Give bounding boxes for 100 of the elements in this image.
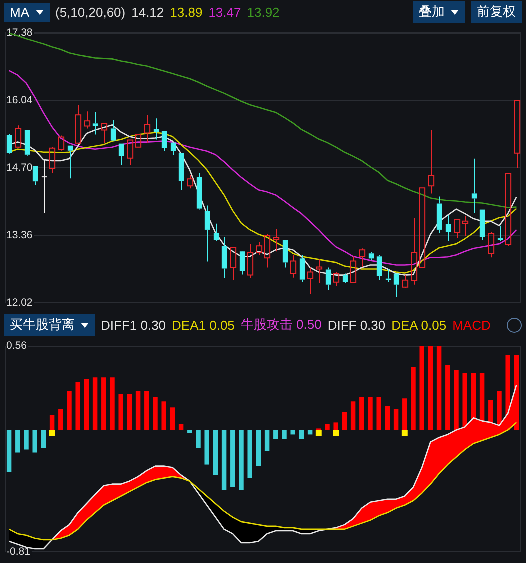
bar: [118, 394, 124, 430]
bar: [368, 397, 373, 430]
bar: [102, 378, 106, 430]
candlestick: [436, 196, 442, 234]
candlestick: [196, 173, 202, 210]
bar: [110, 378, 115, 430]
bar: [41, 430, 46, 448]
candlestick: [41, 160, 48, 214]
bar: [67, 391, 72, 430]
text: DEA 0.05: [392, 318, 447, 332]
candlestick: [300, 254, 306, 283]
candlestick: [154, 118, 160, 140]
candlestick: [462, 216, 469, 237]
bar: [188, 430, 192, 434]
candlestick: [92, 112, 98, 136]
candlestick: [386, 268, 392, 283]
bar: [282, 430, 287, 440]
candlestick: [359, 248, 366, 268]
candlestick: [342, 273, 348, 284]
candlestick: [376, 254, 382, 281]
text: 前复权: [477, 3, 516, 21]
bar: [274, 430, 278, 440]
text: (5,10,20,60): [56, 4, 126, 20]
candlestick: [446, 214, 452, 242]
bar: [248, 430, 252, 478]
bar: [170, 408, 176, 430]
text: DIFF 0.30: [328, 318, 386, 332]
y-tick-label: -0.81: [6, 546, 31, 558]
bar: [178, 424, 184, 430]
bar: [264, 430, 270, 452]
candlestick: [264, 234, 271, 268]
text: 13.89: [170, 4, 203, 20]
bar: [127, 394, 132, 430]
bar: [334, 422, 338, 430]
candlestick: [32, 166, 38, 186]
bar: [58, 409, 64, 430]
candlestick: [101, 123, 108, 144]
bar: [290, 430, 296, 435]
bar: [342, 412, 348, 430]
bar: [360, 397, 364, 430]
candlestick: [368, 252, 374, 262]
candlestick: [290, 254, 297, 278]
candlestick: [230, 247, 237, 281]
y-tick-label: 16.04: [6, 94, 33, 106]
series-label: MACD: [452, 318, 491, 332]
text: DIFF1 0.30: [101, 318, 166, 332]
bar: [136, 391, 141, 430]
bar: [84, 379, 90, 430]
candlestick: [162, 131, 168, 152]
bar: [239, 430, 244, 490]
bar: [204, 430, 210, 465]
text: MA: [10, 4, 30, 20]
bar: [402, 398, 408, 430]
candlestick: [247, 244, 254, 279]
candlestick: [144, 114, 151, 144]
bar: [325, 424, 330, 430]
text: 叠加: [419, 3, 445, 21]
bar: [16, 430, 20, 453]
candlestick: [127, 140, 134, 166]
bar: [92, 378, 98, 430]
bar: [411, 367, 416, 430]
candlestick: [214, 223, 220, 242]
bar: [308, 430, 313, 435]
candlestick: [170, 142, 176, 156]
candlestick: [454, 219, 461, 240]
bar: [222, 430, 227, 490]
bar: [350, 402, 356, 430]
bar: [428, 346, 434, 430]
candlestick: [307, 267, 314, 295]
candlestick: [110, 120, 116, 141]
bar: [76, 382, 80, 430]
bar: [213, 430, 218, 476]
bar: [32, 430, 38, 453]
candlestick: [68, 146, 74, 180]
bar: [299, 430, 304, 440]
text: 13.47: [208, 4, 242, 20]
bar: [385, 406, 390, 430]
candlestick: [240, 252, 246, 276]
candlestick: [514, 100, 521, 168]
y-tick-label: 14.70: [6, 162, 33, 174]
candlestick: [204, 205, 210, 262]
bar: [144, 391, 150, 430]
candlestick: [6, 134, 12, 154]
text: 买牛股背离: [10, 316, 75, 334]
text: 14.12: [132, 4, 164, 20]
y-tick-label: 17.38: [6, 26, 33, 39]
bar: [196, 430, 201, 448]
candlestick: [428, 130, 435, 194]
text: 13.92: [247, 4, 280, 20]
bar: [446, 366, 450, 430]
candlestick: [282, 240, 288, 268]
bar: [24, 430, 29, 450]
bar: [420, 346, 424, 430]
candlestick: [273, 228, 280, 252]
candlestick: [480, 210, 486, 241]
candlestick: [84, 111, 91, 130]
candlestick: [472, 158, 478, 214]
candlestick: [75, 104, 82, 144]
bar: [436, 346, 442, 430]
bar: [153, 397, 158, 430]
